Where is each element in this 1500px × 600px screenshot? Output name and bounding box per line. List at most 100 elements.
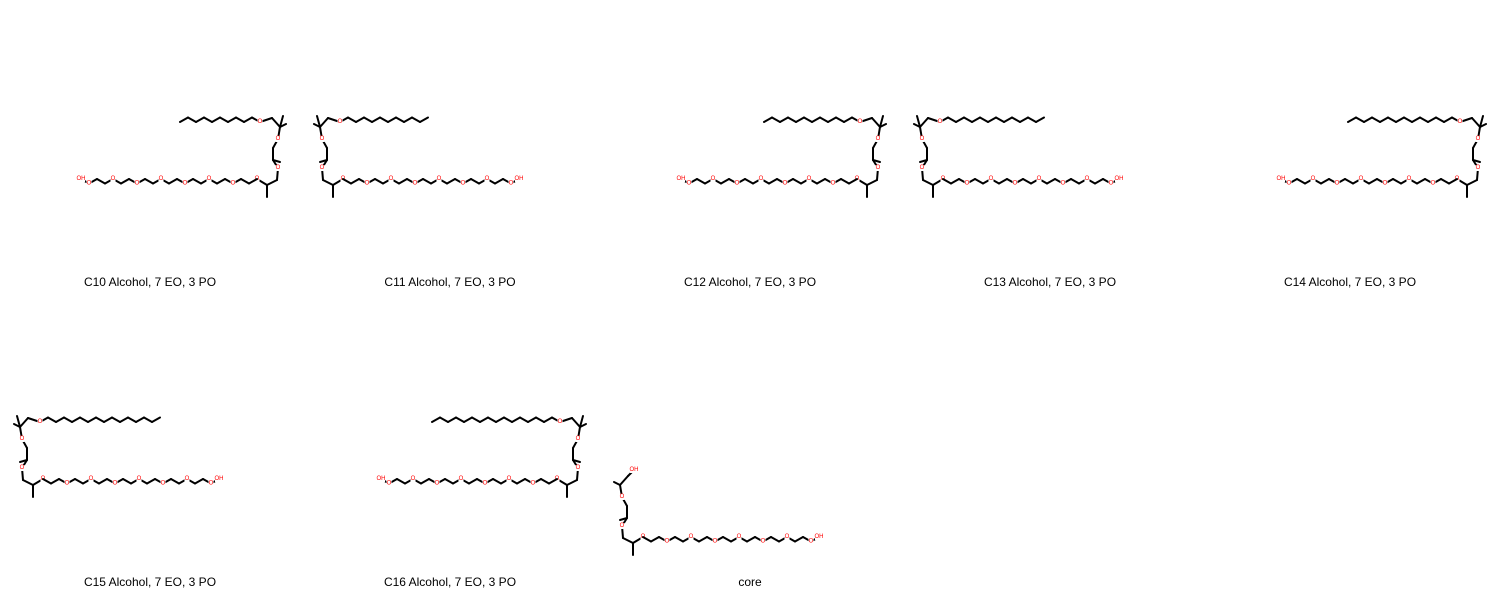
bond xyxy=(371,116,381,123)
oxygen-atom-label: O xyxy=(337,119,343,125)
oxygen-atom-label: O xyxy=(158,176,164,182)
oxygen-atom-label: O xyxy=(686,180,692,187)
svg-text:O: O xyxy=(920,165,925,171)
bond xyxy=(922,179,934,186)
svg-text:O: O xyxy=(1476,165,1481,171)
svg-text:O: O xyxy=(1407,176,1412,182)
oxygen-atom-label: O xyxy=(257,119,263,125)
oxygen-atom-label: O xyxy=(37,419,43,425)
molecule-cell: O O O O O O O O O O O OH C15 Alcohol, 7 EO, 3 PO xyxy=(0,300,300,600)
oxygen-atom-label: O xyxy=(484,176,490,182)
oxygen-atom-label: O xyxy=(482,480,488,487)
bond xyxy=(313,123,321,128)
bond xyxy=(950,178,960,185)
svg-text:O: O xyxy=(461,181,466,187)
bond xyxy=(827,116,837,123)
molecule-caption: C16 Alcohol, 7 EO, 3 PO xyxy=(383,575,517,589)
bond xyxy=(1416,178,1426,185)
bond xyxy=(146,478,156,485)
oxygen-atom-label: O xyxy=(434,480,440,487)
bond xyxy=(444,478,454,485)
svg-text:O: O xyxy=(1287,181,1292,187)
molecule-caption: core xyxy=(738,575,762,589)
svg-text:O: O xyxy=(807,176,812,182)
hydroxyl-label: OH xyxy=(630,467,639,473)
svg-text:O: O xyxy=(365,181,370,187)
bond xyxy=(698,536,708,543)
oxygen-atom-label: O xyxy=(110,176,116,182)
oxygen-atom-label: O xyxy=(386,480,392,487)
bond xyxy=(1379,116,1389,123)
molecule-cell: O O O O O O O O O O O OH C11 Alcohol, 7 EO, 3 PO xyxy=(300,0,600,300)
bond xyxy=(619,475,629,486)
svg-text:O: O xyxy=(207,176,212,182)
oxygen-atom-label: O xyxy=(875,136,881,142)
oxygen-atom-label: O xyxy=(806,176,812,182)
bond xyxy=(1472,159,1481,163)
oxygen-atom-label: O xyxy=(436,176,442,182)
bond xyxy=(395,116,405,123)
bond xyxy=(87,416,97,423)
oxygen-atom-label: O xyxy=(19,465,25,471)
bond xyxy=(619,517,628,521)
oxygen-atom-label: O xyxy=(184,476,190,482)
molecule-cell: O O O O O O O O O O O OH C13 Alcohol, 7 EO, 3 PO xyxy=(900,0,1200,300)
oxygen-atom-label: O xyxy=(734,180,740,187)
bond xyxy=(19,459,28,463)
bond xyxy=(811,116,821,123)
svg-text:O: O xyxy=(1335,181,1340,187)
bond xyxy=(227,116,237,123)
bond xyxy=(579,423,587,428)
bond xyxy=(744,178,754,185)
svg-text:OH: OH xyxy=(77,176,86,182)
bond xyxy=(71,416,81,423)
svg-text:O: O xyxy=(876,165,881,171)
bond xyxy=(540,478,550,485)
molecule-caption: C13 Alcohol, 7 EO, 3 PO xyxy=(983,275,1117,289)
bond xyxy=(819,116,829,123)
oxygen-atom-label: O xyxy=(1036,176,1042,182)
svg-text:O: O xyxy=(276,136,281,142)
molecule-caption: C11 Alcohol, 7 EO, 3 PO xyxy=(384,275,516,289)
bond xyxy=(579,415,584,428)
bond xyxy=(696,178,706,185)
bond xyxy=(471,416,481,423)
svg-text:O: O xyxy=(320,165,325,171)
molecule-caption: C12 Alcohol, 7 EO, 3 PO xyxy=(683,275,817,289)
bond xyxy=(195,116,205,123)
svg-text:O: O xyxy=(783,181,788,187)
oxygen-atom-label: O xyxy=(1108,180,1114,187)
svg-text:O: O xyxy=(161,481,166,487)
bond xyxy=(396,478,406,485)
svg-text:O: O xyxy=(531,481,536,487)
svg-text:O: O xyxy=(89,476,94,482)
oxygen-atom-label: O xyxy=(1060,180,1066,187)
bond xyxy=(470,178,480,185)
bond xyxy=(947,116,957,123)
bond xyxy=(194,478,204,485)
bond xyxy=(420,478,430,485)
bond xyxy=(794,536,804,543)
svg-text:O: O xyxy=(735,181,740,187)
oxygen-atom-label: O xyxy=(134,180,140,187)
oxygen-atom-label: O xyxy=(784,534,790,540)
oxygen-atom-label: O xyxy=(857,119,863,125)
bond xyxy=(347,116,357,123)
molecule-cell: O O O O O O O O O O O OH C12 Alcohol, 7 EO, 3 PO xyxy=(600,0,900,300)
bond xyxy=(916,115,921,128)
bond xyxy=(422,178,432,185)
svg-text:O: O xyxy=(276,165,281,171)
svg-text:O: O xyxy=(137,476,142,482)
oxygen-atom-label: O xyxy=(664,538,670,545)
bond xyxy=(566,479,578,486)
oxygen-atom-label: O xyxy=(619,494,625,500)
molecule-caption: C10 Alcohol, 7 EO, 3 PO xyxy=(83,275,217,289)
bond xyxy=(879,115,884,128)
svg-text:O: O xyxy=(1359,176,1364,182)
svg-text:O: O xyxy=(711,176,716,182)
bond xyxy=(1022,178,1032,185)
bond xyxy=(1427,116,1437,123)
